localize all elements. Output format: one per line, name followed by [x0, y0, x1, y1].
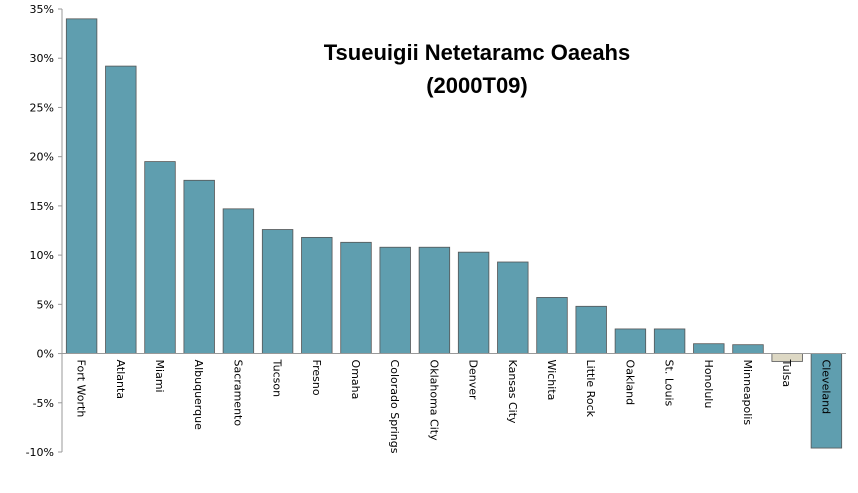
bar-sacramento — [222, 208, 255, 354]
category-label: Kansas City — [506, 360, 519, 424]
bar-st-louis — [653, 328, 686, 354]
y-tick-label: -5% — [33, 397, 54, 410]
category-label: Denver — [467, 360, 480, 400]
y-tick-label: 35% — [30, 3, 54, 16]
bar-miami — [144, 161, 176, 354]
bar-tucson — [261, 229, 294, 354]
bar-fresno — [301, 236, 333, 354]
y-tick-label: 20% — [30, 151, 54, 164]
chart-title: Tsueuigii Netetaramc Oaeahs — [324, 40, 631, 65]
category-label: Little Rock — [584, 360, 597, 418]
category-label: Colorado Springs — [388, 360, 401, 454]
y-tick-label: 25% — [30, 101, 54, 114]
bar-colorado-springs — [379, 246, 411, 354]
category-label: Fort Worth — [75, 360, 88, 418]
bar-omaha — [340, 241, 372, 354]
y-tick-label: 5% — [37, 298, 54, 311]
category-label: Fresno — [310, 360, 323, 396]
category-label: Oakland — [623, 360, 636, 406]
category-labels: Fort Worth Atlanta Miami Albuquerque Sacrame… — [75, 359, 833, 454]
chart-subtitle: (2000T09) — [426, 73, 528, 98]
y-tick-label: 10% — [30, 249, 54, 262]
bar-albuquerque — [183, 179, 215, 354]
bar-little-rock — [575, 305, 607, 354]
category-label: St. Louis — [663, 360, 676, 407]
bar-fort-worth — [65, 18, 98, 354]
category-label: Tucson — [271, 359, 284, 398]
y-tick-label: 30% — [30, 52, 54, 65]
bar-oakland — [614, 328, 647, 354]
category-label: Tulsa — [780, 359, 793, 388]
bar-honolulu — [693, 343, 725, 354]
y-tick-label: 0% — [37, 348, 54, 361]
category-label: Miami — [153, 360, 166, 393]
y-tick-label: 15% — [30, 200, 54, 213]
bar-wichita — [536, 297, 568, 354]
category-label: Cleveland — [819, 360, 832, 415]
category-label: Wichita — [545, 360, 558, 401]
category-label: Minneapolis — [741, 360, 754, 426]
category-label: Albuquerque — [192, 360, 205, 431]
category-label: Honolulu — [702, 360, 715, 409]
bar-kansas-city — [497, 261, 529, 354]
category-label: Omaha — [349, 360, 362, 400]
category-label: Sacramento — [231, 360, 244, 427]
bar-atlanta — [105, 65, 137, 354]
category-label: Oklahoma City — [427, 360, 440, 442]
y-axis-ticks: -10% -5% 0% 5% 10% 15% 20% 25% 30% 35% — [26, 3, 62, 459]
bar-oklahoma-city — [418, 246, 451, 354]
bar-minneapolis — [732, 344, 764, 354]
bar-cleveland — [810, 353, 843, 449]
y-tick-label: -10% — [26, 446, 54, 459]
bar-denver — [457, 251, 490, 354]
category-label: Atlanta — [114, 360, 127, 399]
